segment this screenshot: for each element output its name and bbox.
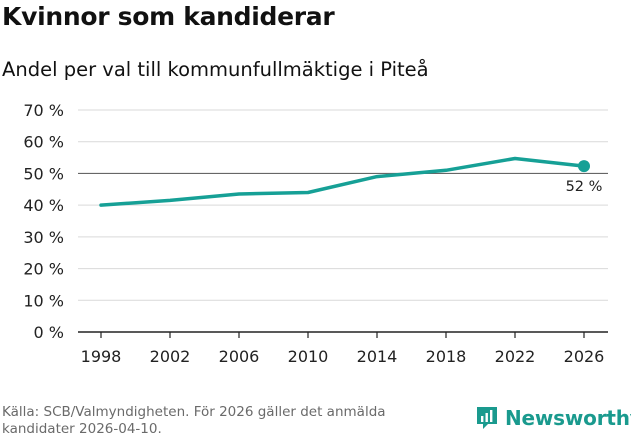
end-value-label: 52 %: [566, 179, 603, 195]
y-tick-label: 50 %: [23, 164, 64, 183]
y-tick-label: 60 %: [23, 133, 64, 152]
x-tick-label: 2010: [288, 347, 329, 366]
brand-name: Newsworthy: [505, 406, 631, 430]
y-tick-label: 30 %: [23, 228, 64, 247]
y-tick-label: 70 %: [23, 101, 64, 120]
y-tick-label: 20 %: [23, 260, 64, 279]
line-chart: 0 % 10 % 20 % 30 % 40 % 50 % 60 % 70 % 1998 2002 2…: [23, 101, 608, 366]
x-tick-label: 1998: [81, 347, 122, 366]
x-tick-label: 2026: [564, 347, 605, 366]
chart-title: Kvinnor som kandiderar: [2, 2, 335, 31]
y-tick-label: 40 %: [23, 196, 64, 215]
x-tick-label: 2018: [426, 347, 467, 366]
series-end-point: [578, 160, 590, 173]
x-tick-label: 2014: [357, 347, 398, 366]
x-tick-label: 2022: [495, 347, 536, 366]
x-tick-label: 2002: [150, 347, 191, 366]
chart-subtitle: Andel per val till kommunfullmäktige i P…: [2, 58, 429, 81]
brand-logo[interactable]: Newsworthy: [475, 405, 631, 431]
source-note: Källa: SCB/Valmyndigheten. För 2026 gäll…: [2, 404, 386, 437]
newsworthy-logo-icon: [477, 407, 497, 429]
y-tick-label: 10 %: [23, 291, 64, 310]
y-tick-label: 0 %: [34, 323, 64, 342]
series-line: [99, 156, 586, 207]
x-tick-label: 2006: [219, 347, 260, 366]
